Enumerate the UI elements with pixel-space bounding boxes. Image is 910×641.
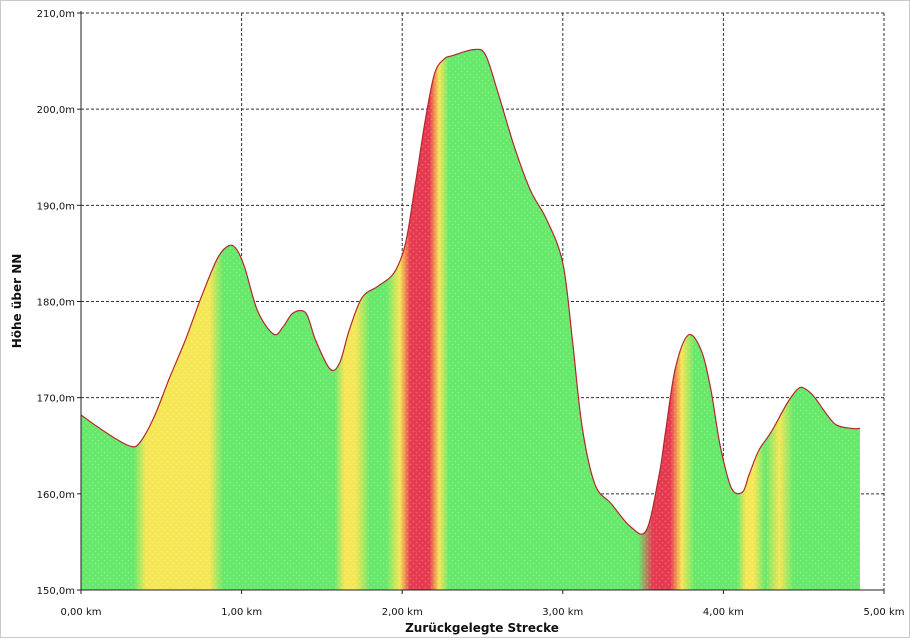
- elevation-texture: [81, 49, 860, 590]
- x-tick-label: 5,00 km: [864, 607, 905, 618]
- x-tick-label: 0,00 km: [61, 607, 102, 618]
- x-axis-title: Zurückgelegte Strecke: [405, 621, 559, 635]
- x-tick-label: 2,00 km: [382, 607, 423, 618]
- x-tick-labels: 0,00 km 1,00 km 2,00 km 3,00 km 4,00 km 5,00 …: [61, 590, 905, 618]
- elevation-line: [80, 48, 860, 535]
- x-tick-label: 3,00 km: [542, 607, 583, 618]
- elevation-area: [80, 48, 860, 590]
- y-tick-label: 170,0m: [37, 394, 75, 405]
- y-tick-label: 200,0m: [37, 105, 75, 116]
- x-tick-label: 1,00 km: [221, 607, 262, 618]
- x-tick-label: 4,00 km: [703, 607, 744, 618]
- y-tick-labels: 150,0m 160,0m 170,0m 180,0m 190,0m 200,0m 210,…: [37, 9, 81, 597]
- y-tick-label: 150,0m: [37, 586, 75, 597]
- y-tick-label: 180,0m: [37, 298, 75, 309]
- y-tick-label: 210,0m: [37, 9, 75, 20]
- y-axis-title: Höhe über NN: [10, 254, 24, 349]
- y-tick-label: 160,0m: [37, 490, 75, 501]
- y-tick-label: 190,0m: [37, 201, 75, 212]
